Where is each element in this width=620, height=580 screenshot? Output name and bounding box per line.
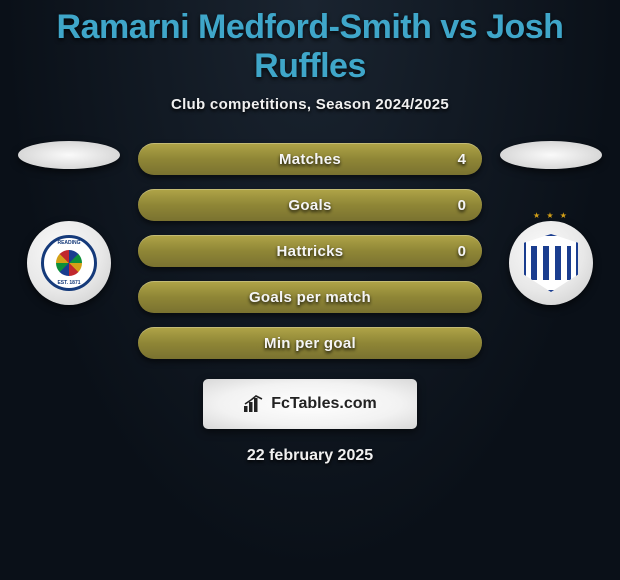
stat-label: Matches	[279, 151, 341, 168]
stat-label: Goals	[288, 197, 331, 214]
stat-value-right: 4	[458, 151, 466, 168]
main-row: READING EST. 1871 Matches 4 Goals 0 Hatt…	[0, 141, 620, 359]
right-club-logo: ★ ★ ★	[509, 221, 593, 305]
left-player-avatar	[18, 141, 120, 169]
stat-label: Min per goal	[264, 335, 356, 352]
stat-bars: Matches 4 Goals 0 Hattricks 0 Goals per …	[138, 141, 482, 359]
stat-bar-matches: Matches 4	[138, 143, 482, 175]
branding-text: FcTables.com	[271, 395, 377, 413]
subtitle: Club competitions, Season 2024/2025	[0, 96, 620, 113]
stat-bar-hattricks: Hattricks 0	[138, 235, 482, 267]
page-title: Ramarni Medford-Smith vs Josh Ruffles	[0, 0, 620, 86]
left-club-logo: READING EST. 1871	[27, 221, 111, 305]
comparison-infographic: Ramarni Medford-Smith vs Josh Ruffles Cl…	[0, 0, 620, 580]
stat-bar-goals: Goals 0	[138, 189, 482, 221]
stat-value-right: 0	[458, 243, 466, 260]
stat-bar-min-per-goal: Min per goal	[138, 327, 482, 359]
stat-label: Goals per match	[249, 289, 371, 306]
right-player-column: ★ ★ ★	[496, 141, 606, 305]
stat-value-right: 0	[458, 197, 466, 214]
bar-chart-icon	[243, 395, 265, 413]
right-player-avatar	[500, 141, 602, 169]
stat-label: Hattricks	[277, 243, 344, 260]
left-player-column: READING EST. 1871	[14, 141, 124, 305]
stat-bar-goals-per-match: Goals per match	[138, 281, 482, 313]
date-text: 22 february 2025	[0, 447, 620, 465]
branding-box: FcTables.com	[203, 379, 417, 429]
